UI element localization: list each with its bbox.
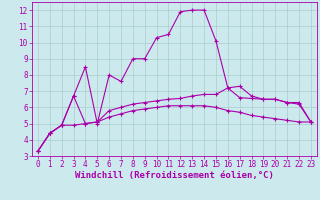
X-axis label: Windchill (Refroidissement éolien,°C): Windchill (Refroidissement éolien,°C) bbox=[75, 171, 274, 180]
